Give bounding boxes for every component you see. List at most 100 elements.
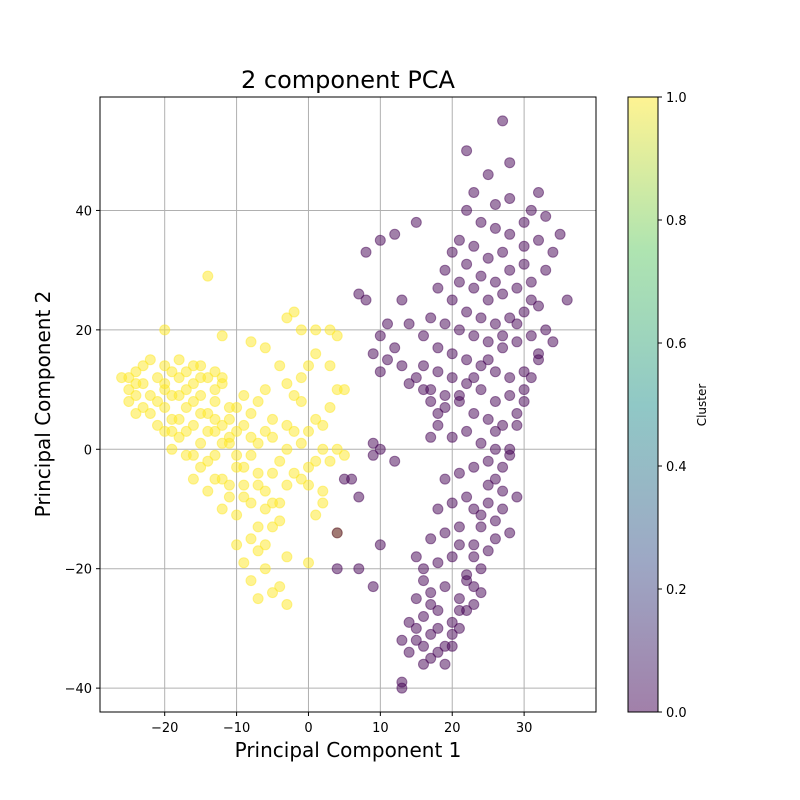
scatter-point-cluster-0 bbox=[425, 396, 437, 407]
scatter-point-cluster-0 bbox=[468, 330, 480, 342]
scatter-point-cluster-1 bbox=[238, 557, 250, 569]
x-axis-ticks: −20 −10 0 10 20 30 bbox=[151, 712, 532, 736]
scatter-point-cluster-1 bbox=[303, 479, 314, 491]
scatter-point-cluster-1 bbox=[259, 563, 271, 575]
scatter-point-cluster-1 bbox=[274, 455, 286, 467]
x-tick-label: 10 bbox=[372, 721, 389, 736]
scatter-point-cluster-0 bbox=[489, 396, 501, 407]
scatter-point-cluster-1 bbox=[238, 461, 250, 473]
scatter-point-cluster-1 bbox=[152, 372, 163, 384]
scatter-point-cluster-0 bbox=[504, 443, 516, 455]
chart-title: 2 component PCA bbox=[241, 66, 456, 94]
scatter-point-cluster-0 bbox=[446, 348, 458, 360]
scatter-point-cluster-0 bbox=[331, 527, 343, 539]
scatter-point-cluster-0 bbox=[432, 366, 444, 378]
scatter-point-cluster-0 bbox=[489, 366, 501, 378]
scatter-point-cluster-0 bbox=[461, 258, 473, 270]
scatter-point-cluster-1 bbox=[288, 467, 300, 479]
scatter-point-cluster-0 bbox=[475, 563, 487, 575]
scatter-point-cluster-0 bbox=[461, 491, 473, 503]
scatter-point-cluster-1 bbox=[123, 396, 135, 407]
scatter-point-cluster-1 bbox=[238, 419, 250, 431]
scatter-point-cluster-1 bbox=[137, 360, 149, 372]
scatter-point-cluster-1 bbox=[180, 402, 192, 413]
scatter-point-cluster-1 bbox=[209, 473, 221, 485]
scatter-point-cluster-1 bbox=[310, 455, 322, 467]
scatter-point-cluster-1 bbox=[259, 503, 271, 515]
scatter-point-cluster-0 bbox=[432, 503, 444, 515]
scatter-point-cluster-1 bbox=[310, 348, 322, 360]
scatter-point-cluster-0 bbox=[533, 234, 544, 246]
scatter-point-cluster-1 bbox=[310, 509, 322, 521]
scatter-point-cluster-0 bbox=[554, 228, 566, 240]
scatter-point-cluster-0 bbox=[446, 246, 458, 258]
scatter-point-cluster-0 bbox=[453, 539, 465, 551]
scatter-point-cluster-1 bbox=[209, 384, 221, 396]
colorbar: 0.0 0.2 0.4 0.6 0.8 1.0 Cluster bbox=[627, 91, 709, 721]
scatter-point-cluster-0 bbox=[410, 372, 422, 384]
scatter-point-cluster-0 bbox=[453, 324, 465, 336]
scatter-point-cluster-0 bbox=[461, 306, 473, 318]
scatter-point-cluster-0 bbox=[374, 539, 386, 551]
scatter-point-cluster-0 bbox=[525, 276, 537, 288]
scatter-point-cluster-1 bbox=[216, 378, 228, 390]
x-tick-label: 0 bbox=[304, 721, 312, 736]
scatter-point-cluster-0 bbox=[504, 372, 516, 384]
scatter-point-cluster-0 bbox=[410, 216, 422, 228]
scatter-point-cluster-1 bbox=[295, 437, 307, 449]
scatter-point-cluster-1 bbox=[216, 503, 228, 515]
scatter-point-cluster-1 bbox=[187, 378, 199, 390]
scatter-point-cluster-0 bbox=[468, 539, 480, 551]
scatter-point-cluster-1 bbox=[245, 533, 257, 545]
y-tick-label: 20 bbox=[75, 324, 92, 339]
scatter-point-cluster-1 bbox=[252, 521, 264, 533]
colorbar-ticks: 0.0 0.2 0.4 0.6 0.8 1.0 bbox=[658, 91, 687, 721]
scatter-point-cluster-0 bbox=[540, 210, 552, 222]
scatter-point-cluster-0 bbox=[403, 646, 415, 658]
scatter-point-cluster-0 bbox=[461, 378, 473, 390]
scatter-point-cluster-1 bbox=[281, 378, 293, 390]
scatter-point-cluster-1 bbox=[231, 449, 243, 461]
scatter-point-cluster-0 bbox=[418, 360, 429, 372]
scatter-point-cluster-1 bbox=[223, 402, 235, 413]
x-tick-label: −10 bbox=[223, 721, 250, 736]
scatter-point-cluster-1 bbox=[223, 479, 235, 491]
scatter-point-cluster-1 bbox=[159, 378, 171, 390]
scatter-point-cluster-1 bbox=[187, 449, 199, 461]
scatter-point-cluster-0 bbox=[504, 264, 516, 276]
scatter-point-cluster-0 bbox=[432, 622, 444, 634]
scatter-point-cluster-1 bbox=[245, 431, 257, 443]
scatter-point-cluster-1 bbox=[166, 366, 178, 378]
scatter-point-cluster-0 bbox=[453, 521, 465, 533]
scatter-point-cluster-1 bbox=[317, 485, 329, 497]
scatter-point-cluster-0 bbox=[525, 204, 537, 216]
colorbar-gradient bbox=[628, 97, 658, 712]
scatter-point-cluster-0 bbox=[360, 294, 372, 306]
scatter-point-cluster-0 bbox=[468, 599, 480, 610]
scatter-point-cluster-0 bbox=[525, 294, 537, 306]
scatter-point-cluster-1 bbox=[252, 479, 264, 491]
scatter-point-cluster-0 bbox=[482, 497, 494, 509]
scatter-point-cluster-1 bbox=[195, 390, 207, 401]
scatter-point-cluster-0 bbox=[511, 318, 523, 330]
scatter-point-cluster-1 bbox=[195, 372, 207, 384]
scatter-point-cluster-0 bbox=[468, 408, 480, 419]
scatter-point-cluster-0 bbox=[468, 187, 480, 198]
scatter-point-cluster-0 bbox=[374, 234, 386, 246]
scatter-point-cluster-0 bbox=[353, 563, 365, 575]
scatter-point-cluster-0 bbox=[468, 282, 480, 294]
colorbar-tick-label: 1.0 bbox=[666, 91, 687, 106]
scatter-point-cluster-1 bbox=[223, 431, 235, 443]
colorbar-tick-label: 0.0 bbox=[666, 706, 687, 721]
scatter-point-cluster-0 bbox=[511, 408, 523, 419]
scatter-point-cluster-0 bbox=[497, 419, 509, 431]
scatter-point-cluster-0 bbox=[410, 593, 422, 605]
scatter-point-cluster-1 bbox=[267, 413, 278, 425]
scatter-point-cluster-0 bbox=[453, 593, 465, 605]
scatter-point-cluster-0 bbox=[461, 425, 473, 437]
scatter-point-cluster-1 bbox=[281, 479, 293, 491]
scatter-point-cluster-1 bbox=[274, 581, 286, 593]
scatter-point-cluster-0 bbox=[432, 419, 444, 431]
scatter-point-cluster-0 bbox=[446, 628, 458, 640]
scatter-point-cluster-1 bbox=[281, 443, 293, 455]
